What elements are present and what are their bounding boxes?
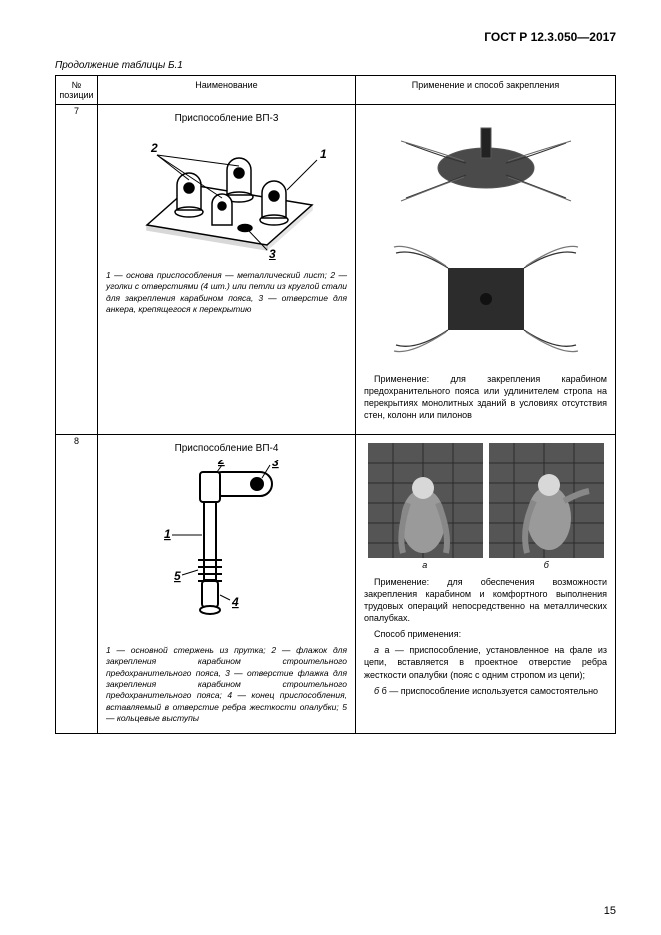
- svg-text:3: 3: [269, 247, 276, 260]
- col-header-application: Применение и способ закрепления: [356, 76, 616, 105]
- table-row: 8 Приспособление ВП-4: [56, 434, 616, 733]
- col-header-position: № позиции: [56, 76, 98, 105]
- table-row: 7 Приспособление ВП-3: [56, 105, 616, 435]
- device-photo-top: [364, 113, 607, 225]
- device-diagram-vp4: 1 5 4 2 3: [152, 460, 302, 635]
- svg-text:2: 2: [217, 460, 225, 467]
- device-photo-bottom: [364, 233, 607, 365]
- svg-text:1: 1: [320, 147, 327, 161]
- application-cell: а б Применение: для обеспечения возможно…: [356, 434, 616, 733]
- application-cell: Применение: для закрепления карабином пр…: [356, 105, 616, 435]
- document-page: ГОСТ Р 12.3.050—2017 Продолжение таблицы…: [0, 0, 661, 935]
- col-header-name: Наименование: [98, 76, 356, 105]
- device-diagram-vp3: 2 1 3: [117, 130, 337, 260]
- svg-text:2: 2: [150, 141, 158, 155]
- svg-text:3: 3: [272, 460, 279, 469]
- device-legend: 1 — основной стержень из прутка; 2 — фла…: [106, 645, 347, 725]
- page-number: 15: [604, 905, 616, 917]
- device-title: Приспособление ВП-4: [106, 443, 347, 454]
- device-legend: 1 — основа приспособления — металлически…: [106, 270, 347, 316]
- photo-label-b: б: [544, 560, 549, 570]
- device-photo-pair: [364, 443, 607, 558]
- application-text: Применение: для обеспечения возможности …: [364, 576, 607, 697]
- device-name-cell: Приспособление ВП-3: [98, 105, 356, 435]
- position-number: 7: [56, 105, 98, 435]
- device-name-cell: Приспособление ВП-4: [98, 434, 356, 733]
- svg-text:1: 1: [164, 527, 171, 541]
- svg-text:4: 4: [231, 595, 239, 609]
- position-number: 8: [56, 434, 98, 733]
- appendix-table: № позиции Наименование Применение и спос…: [55, 75, 616, 734]
- table-continuation-label: Продолжение таблицы Б.1: [55, 60, 616, 71]
- application-text: Применение: для закрепления карабином пр…: [364, 373, 607, 422]
- photo-label-a: а: [422, 560, 427, 570]
- device-title: Приспособление ВП-3: [106, 113, 347, 124]
- doc-code-header: ГОСТ Р 12.3.050—2017: [55, 30, 616, 44]
- svg-text:5: 5: [174, 569, 181, 583]
